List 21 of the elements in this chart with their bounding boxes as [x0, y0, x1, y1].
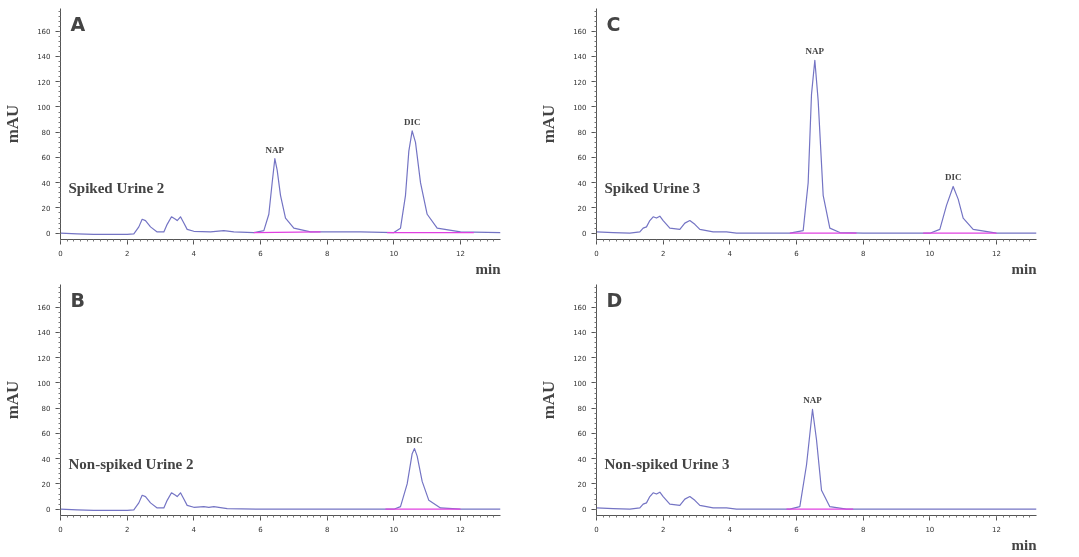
x-axis-title: min — [1011, 536, 1038, 553]
annotation: NAP — [805, 46, 825, 57]
chart-title: B — [70, 288, 85, 311]
annotation: Non-spiked Urine 3 — [604, 455, 730, 472]
annotation: DIC — [406, 434, 423, 445]
y-axis-title: mAU — [3, 380, 23, 420]
annotation: NAP — [803, 395, 823, 406]
annotation: Non-spiked Urine 2 — [68, 455, 194, 472]
x-axis-title: min — [1011, 260, 1038, 277]
x-axis-title: min — [475, 260, 502, 277]
y-axis-title: mAU — [3, 104, 23, 144]
annotation: DIC — [403, 116, 421, 127]
annotation: DIC — [944, 172, 962, 183]
annotation: Spiked Urine 3 — [604, 179, 701, 196]
chart-title: C — [606, 12, 621, 35]
y-axis-title: mAU — [539, 380, 559, 420]
y-axis-title: mAU — [539, 104, 559, 144]
chart-title: D — [606, 288, 623, 311]
chart-title: A — [70, 12, 86, 35]
annotation: NAP — [265, 144, 285, 155]
annotation: Spiked Urine 2 — [68, 179, 165, 196]
